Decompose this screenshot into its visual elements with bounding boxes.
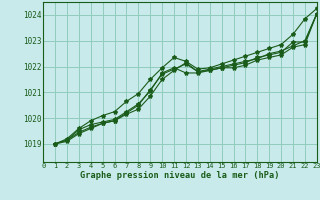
X-axis label: Graphe pression niveau de la mer (hPa): Graphe pression niveau de la mer (hPa) (80, 171, 280, 180)
